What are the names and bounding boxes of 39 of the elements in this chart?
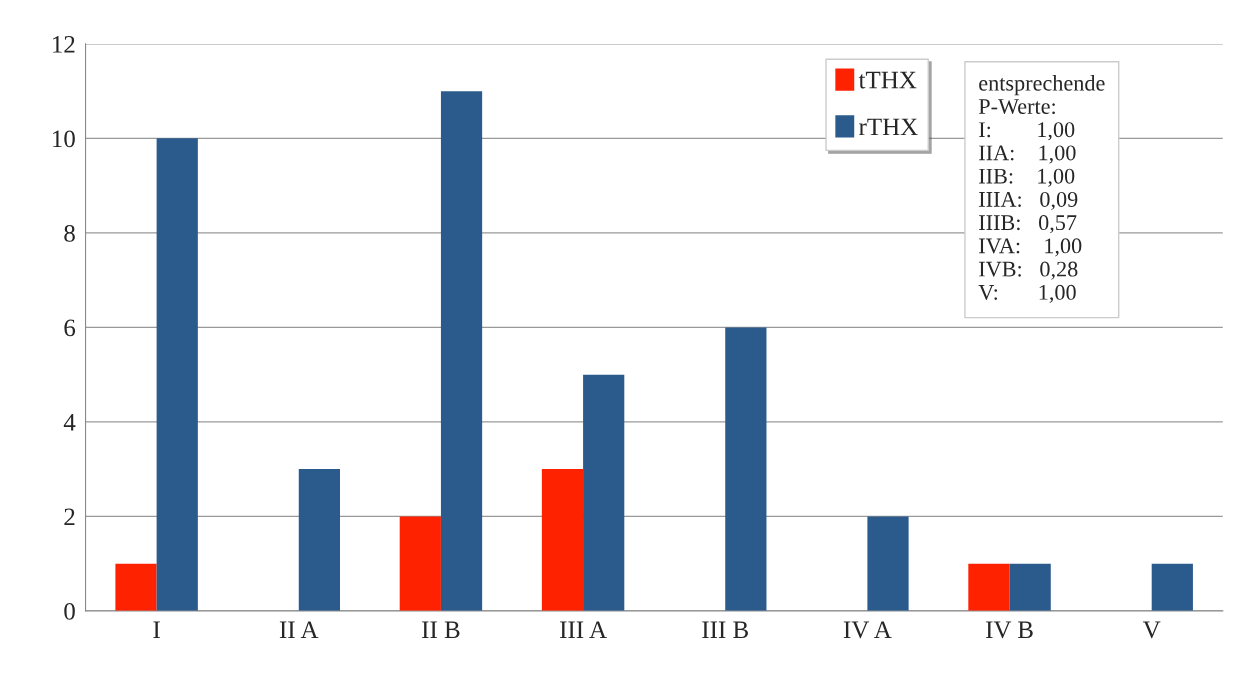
- bar: [725, 327, 767, 611]
- y-tick-label: 2: [64, 508, 75, 526]
- y-tick-label: 10: [53, 130, 75, 148]
- annotation: IIA: 1,00: [979, 145, 1076, 164]
- annotation: I: 1,00: [979, 122, 1075, 141]
- annotation: IIIB: 0,57: [979, 215, 1077, 234]
- bar: [115, 563, 157, 611]
- y-tick-label: 8: [64, 224, 75, 242]
- x-tick-label: III A: [560, 621, 607, 638]
- x-tick-label: I: [153, 621, 160, 638]
- x-tick-label: IV B: [986, 621, 1033, 639]
- bar: [440, 91, 483, 611]
- bar: [583, 374, 625, 611]
- x-tick-label: III B: [702, 621, 748, 639]
- annotation: V: 1,00: [978, 284, 1076, 304]
- bar: [1009, 563, 1051, 611]
- x-tick-label: V: [1142, 621, 1161, 639]
- x-tick-label: II A: [279, 621, 319, 638]
- annotation: entsprechende: [979, 75, 1105, 96]
- annotation: P-Werte:: [978, 99, 1055, 115]
- y-tick-label: 6: [64, 319, 76, 337]
- bar: [156, 138, 198, 611]
- annotation: IIIA: 0,09: [979, 191, 1078, 211]
- annotation: IVA: 1,00: [979, 238, 1082, 257]
- bar: [968, 563, 1010, 611]
- bar: [399, 516, 441, 611]
- x-tick-label: II B: [422, 621, 460, 639]
- y-tick-label: 12: [53, 35, 75, 53]
- bar: [1151, 563, 1193, 611]
- bar: [867, 516, 909, 611]
- y-tick-label: 0: [64, 602, 75, 620]
- annotation: IIB: 1,00: [979, 168, 1075, 187]
- annotation: IVB: 0,28: [979, 261, 1078, 280]
- legend-label: tTHX: [858, 71, 917, 89]
- y-tick-label: 4: [63, 414, 76, 431]
- x-tick-label: IV A: [843, 621, 892, 639]
- legend-label: rTHX: [859, 118, 918, 136]
- bar: [298, 469, 340, 611]
- bar: [541, 469, 584, 611]
